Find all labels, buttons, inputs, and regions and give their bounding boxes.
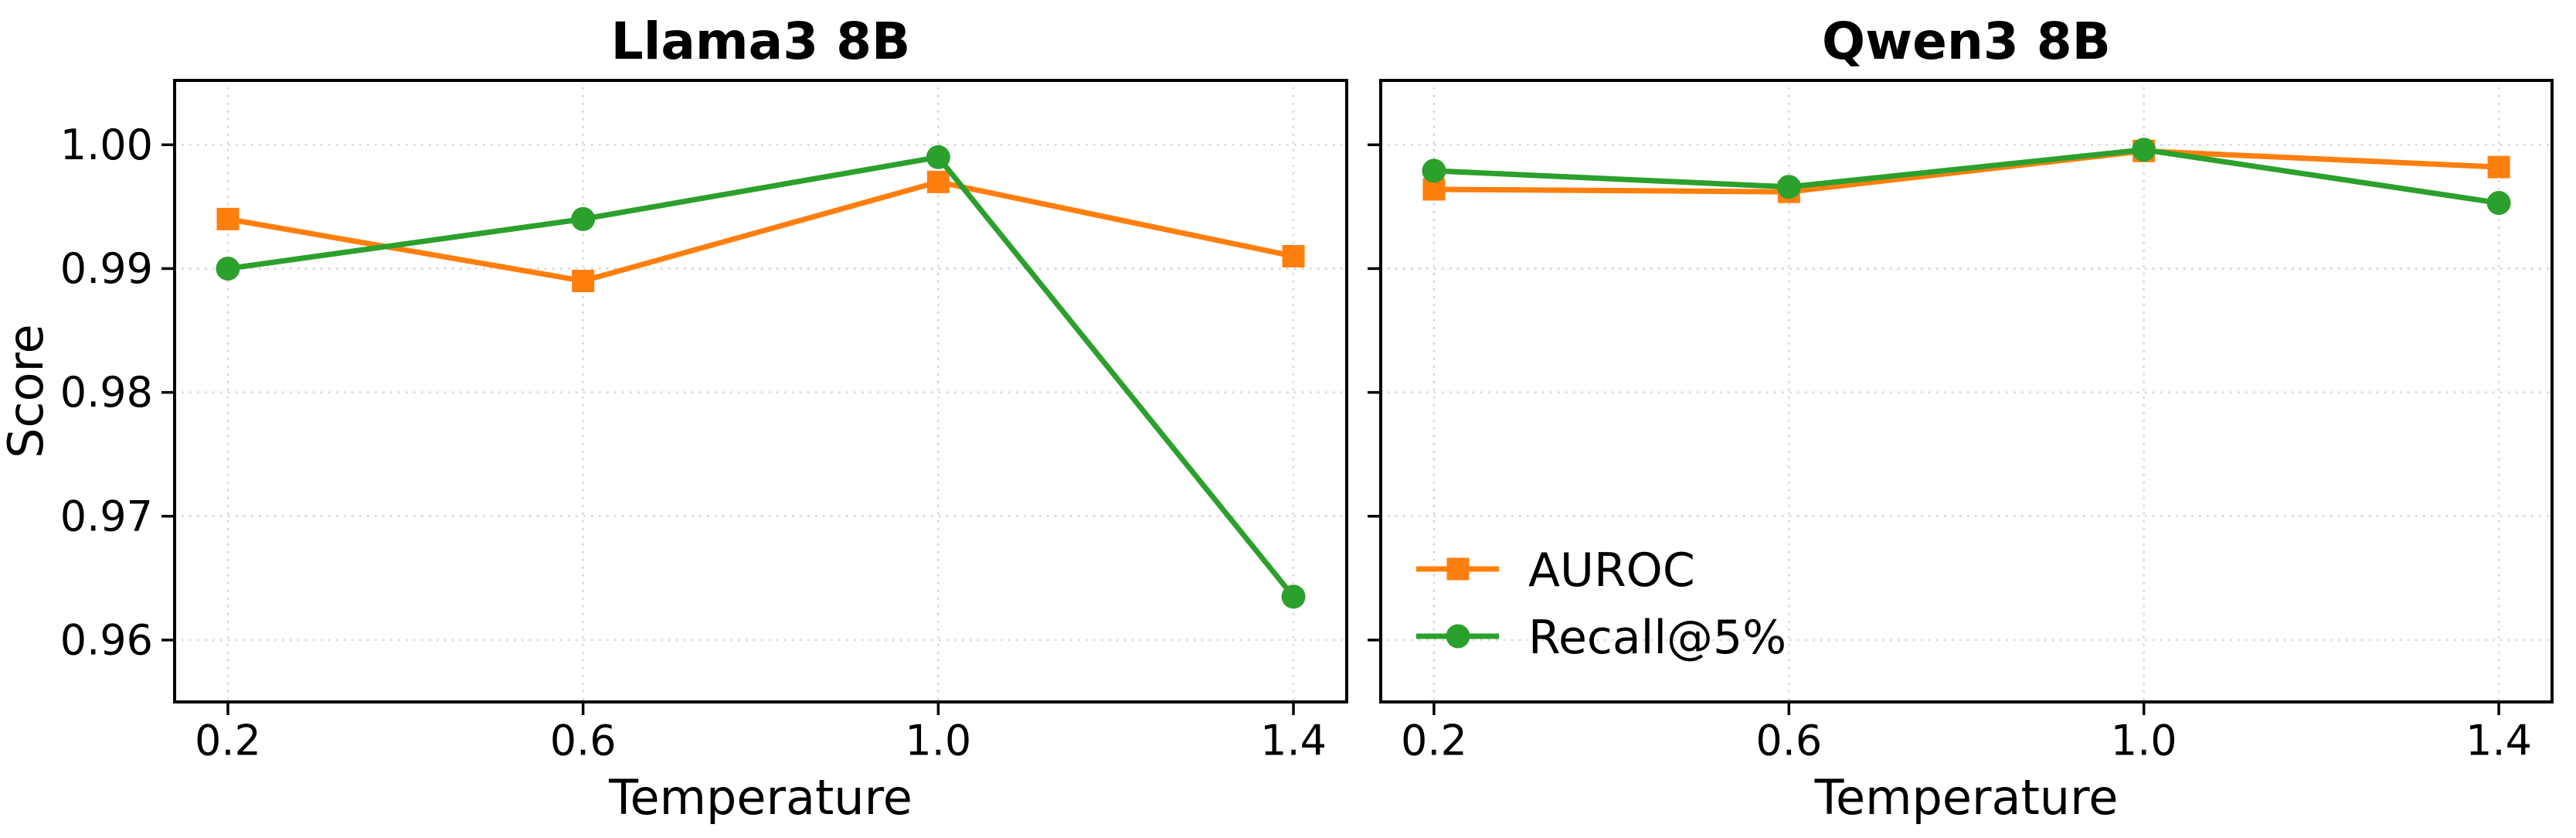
series-marker-recall-5 (926, 145, 950, 169)
y-axis-label: Score (0, 324, 54, 458)
series-marker-recall-5 (216, 256, 240, 281)
series-marker-recall-5 (2486, 191, 2511, 216)
legend-square-icon (1446, 557, 1470, 581)
x-tick-label: 0.2 (195, 717, 261, 765)
chart-panel-qwen3-8b: 0.2 0.6 1.0 1.4 Qwen3 8B Temperature AUROC Reca… (1368, 12, 2554, 826)
series-line-auroc (225, 179, 1296, 284)
chart-title: Qwen3 8B (1822, 12, 2111, 71)
x-tick-label: 0.6 (550, 717, 617, 765)
x-tick-label: 0.2 (1401, 717, 1467, 765)
y-tick-label: 0.97 (60, 492, 153, 540)
legend-label: Recall@5% (1528, 611, 1786, 665)
x-axis-label: Temperature (1814, 769, 2119, 826)
series-line-recall-5 (1431, 147, 2502, 206)
series-marker-recall-5 (571, 206, 596, 231)
series-marker-auroc (572, 269, 595, 292)
x-tick-label: 0.6 (1755, 717, 1822, 765)
plot-frame (1379, 79, 2554, 703)
series-marker-recall-5 (2132, 138, 2156, 162)
plot-frame (173, 79, 1348, 703)
legend-circle-icon (1446, 624, 1470, 649)
series-marker-auroc (926, 170, 950, 193)
series-line-recall-5 (225, 154, 1296, 600)
y-tick-label: 0.99 (60, 244, 153, 293)
x-tick-label: 1.4 (1260, 717, 1327, 765)
y-tick-label: 0.96 (60, 615, 153, 664)
series-line-auroc (1431, 148, 2502, 195)
series-marker-recall-5 (1776, 175, 1801, 199)
x-tick-label: 1.0 (905, 717, 971, 765)
x-tick-label: 1.4 (2466, 717, 2532, 765)
series-marker-recall-5 (1281, 584, 1306, 609)
y-tick-label: 1.00 (60, 121, 153, 169)
series-marker-auroc (2487, 155, 2510, 179)
series-marker-auroc (1282, 244, 1305, 267)
x-axis-label: Temperature (608, 769, 912, 826)
x-tick-label: 1.0 (2111, 717, 2177, 765)
series-marker-auroc (216, 207, 240, 230)
series-marker-recall-5 (1422, 158, 1446, 183)
chart-title: Llama3 8B (611, 12, 911, 71)
y-tick-label: 0.98 (60, 368, 153, 417)
legend-label: AUROC (1528, 543, 1695, 598)
chart-panel-llama3-8b: 0.2 0.6 1.0 1.4 1.00 0.99 0.98 0.97 0.96 Llama3 8… (0, 12, 1348, 826)
legend: AUROC Recall@5% (1416, 543, 1786, 665)
